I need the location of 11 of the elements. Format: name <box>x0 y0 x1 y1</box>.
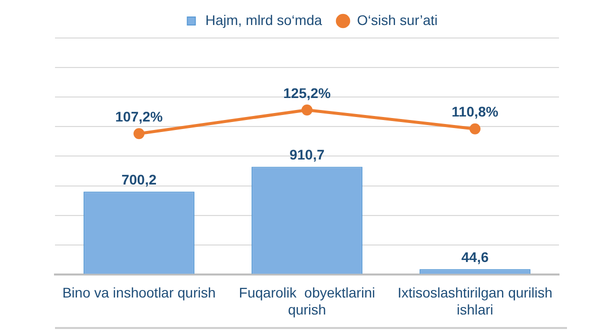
legend-label: Hajm, mlrd so‘mda <box>205 12 322 28</box>
data-label: 44,6 <box>461 248 489 265</box>
x-tick-label: Fuqarolik obyektlarini qurish <box>238 284 376 318</box>
x-tick-label: Ixtisoslashtirilgan qurilish ishlari <box>398 284 552 318</box>
x-tick-label: Bino va inshootlar qurish <box>62 284 216 301</box>
data-label: 107,2% <box>115 108 164 124</box>
data-label: 125,2% <box>283 84 332 101</box>
data-label: 110,8% <box>452 104 499 120</box>
data-label: 910,7 <box>289 146 325 163</box>
data-label: 700,2 <box>121 171 157 188</box>
legend-label: O‘sish sur’ati <box>357 12 438 28</box>
